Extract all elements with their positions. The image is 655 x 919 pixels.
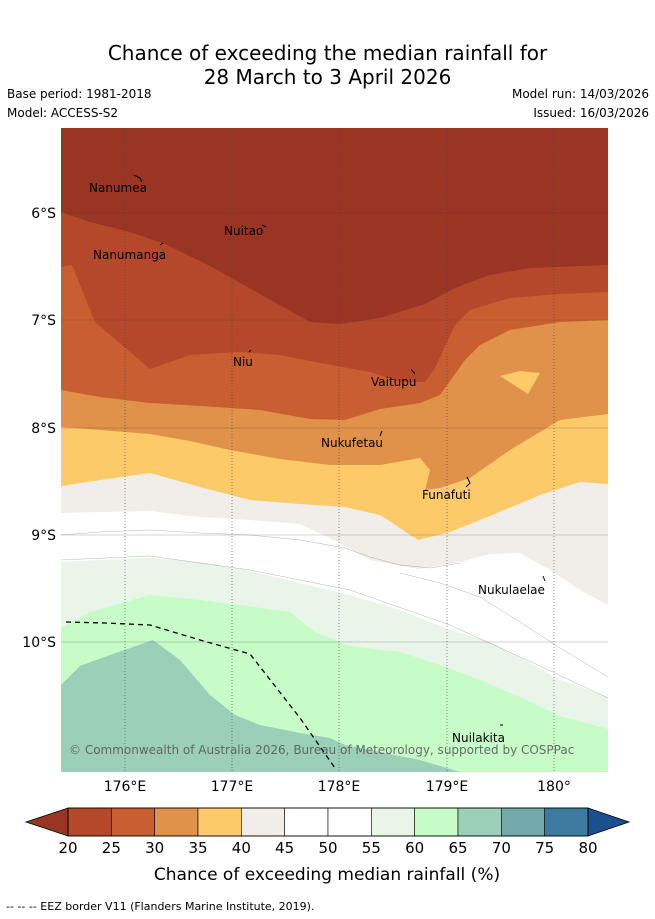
colorbar-tick-label: 70 <box>492 839 511 857</box>
colorbar-segment <box>414 807 459 837</box>
place-label: Funafuti <box>422 488 471 502</box>
colorbar-segment <box>371 807 415 837</box>
colorbar-tick-label: 75 <box>535 839 554 857</box>
place-label: Nukulaelae <box>478 583 545 597</box>
lon-tick-label: 180° <box>537 779 571 795</box>
place-label: Vaitupu <box>371 375 417 389</box>
colorbar-segment <box>67 807 112 837</box>
place-label: Nuitao <box>224 224 263 238</box>
place-label: Nanumea <box>89 181 147 195</box>
model-run: Model run: 14/03/2026 <box>511 87 649 101</box>
colorbar-segment <box>241 807 285 837</box>
lat-tick-label: 9°S <box>31 528 56 544</box>
colorbar-title: Chance of exceeding median rainfall (%) <box>154 865 500 885</box>
colorbar-segment <box>154 807 199 837</box>
colorbar-segment <box>197 807 242 837</box>
colorbar-tick-label: 30 <box>145 839 164 857</box>
lat-tick-label: 7°S <box>31 313 56 329</box>
colorbar-tick-label: 80 <box>578 839 597 857</box>
island-labels: Nanumea Nuitao Nanumanga Niu Vaitupu Nuk… <box>89 181 545 745</box>
colorbar-tick-label: 20 <box>58 839 77 857</box>
colorbar-segment <box>327 807 372 837</box>
colorbar-tick-label: 35 <box>188 839 207 857</box>
colorbar-tick-label: 65 <box>448 839 467 857</box>
issued-date: Issued: 16/03/2026 <box>533 106 649 120</box>
lat-tick-label: 8°S <box>31 421 56 437</box>
colorbar-tick-label: 55 <box>362 839 381 857</box>
title-line-1: Chance of exceeding the median rainfall … <box>107 41 548 65</box>
colorbar-tick-label: 40 <box>232 839 251 857</box>
colorbar-segment <box>111 807 155 837</box>
lon-tick-label: 179°E <box>426 779 469 795</box>
copyright-notice: © Commonwealth of Australia 2026, Bureau… <box>69 743 574 757</box>
lat-axis: 6°S 7°S 8°S 9°S 10°S <box>22 206 56 651</box>
eez-border <box>65 621 336 769</box>
base-period: Base period: 1981-2018 <box>7 87 152 101</box>
colorbar-tick-label: 50 <box>318 839 337 857</box>
colorbar-extend-high <box>587 807 631 837</box>
lat-tick-label: 6°S <box>31 206 56 222</box>
colorbar-extend-low <box>24 807 69 837</box>
map-gridlines <box>61 128 608 772</box>
lon-axis: 176°E 177°E 178°E 179°E 180° <box>104 779 571 795</box>
lon-tick-label: 178°E <box>318 779 361 795</box>
colorbar-outline <box>67 807 589 837</box>
colorbar-segment <box>544 807 589 837</box>
colorbar-segment <box>457 807 502 837</box>
map-contours <box>61 128 608 772</box>
colorbar: 20 25 30 35 40 45 50 55 60 65 70 75 80 <box>24 807 631 857</box>
colorbar-segment <box>284 807 329 837</box>
place-label: Nukufetau <box>321 436 383 450</box>
place-label: Niu <box>233 355 253 369</box>
eez-footnote: -- -- -- EEZ border V11 (Flanders Marine… <box>6 900 315 913</box>
title-line-2: 28 March to 3 April 2026 <box>203 65 452 89</box>
model-name: Model: ACCESS-S2 <box>7 106 119 120</box>
lon-tick-label: 176°E <box>104 779 147 795</box>
place-label: Nanumanga <box>93 248 166 262</box>
colorbar-segment <box>501 807 545 837</box>
island-markers <box>133 174 546 726</box>
lon-tick-label: 177°E <box>211 779 254 795</box>
colorbar-tick-label: 45 <box>275 839 294 857</box>
place-label: Nuilakita <box>452 731 505 745</box>
colorbar-tick-label: 60 <box>405 839 424 857</box>
lat-tick-label: 10°S <box>22 635 56 651</box>
contour-65-70 <box>61 640 460 772</box>
colorbar-tick-label: 25 <box>102 839 121 857</box>
contour-lines <box>61 529 608 699</box>
contour-35-40-patch <box>500 371 540 394</box>
